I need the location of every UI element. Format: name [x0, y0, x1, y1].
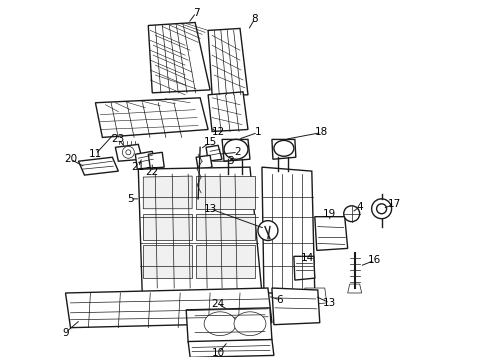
Polygon shape: [65, 288, 271, 328]
Text: 18: 18: [314, 127, 328, 138]
Text: 4: 4: [356, 202, 362, 212]
Text: 11: 11: [89, 149, 102, 159]
Polygon shape: [271, 139, 295, 159]
Text: 24: 24: [211, 299, 224, 309]
Text: 6: 6: [276, 295, 283, 305]
Polygon shape: [196, 246, 254, 278]
Text: 12: 12: [211, 127, 224, 138]
Text: 7: 7: [192, 8, 199, 18]
Text: 2: 2: [234, 147, 241, 157]
Polygon shape: [143, 176, 192, 209]
Polygon shape: [196, 214, 254, 240]
Polygon shape: [148, 152, 164, 168]
Ellipse shape: [125, 150, 131, 155]
Polygon shape: [208, 28, 247, 95]
Polygon shape: [78, 157, 118, 175]
Text: 17: 17: [387, 199, 400, 209]
Polygon shape: [271, 288, 319, 325]
Polygon shape: [314, 217, 347, 250]
Text: 13: 13: [203, 204, 216, 214]
Polygon shape: [196, 155, 212, 169]
Text: 21: 21: [131, 162, 144, 172]
Polygon shape: [135, 151, 155, 169]
Polygon shape: [143, 214, 192, 240]
Text: 23: 23: [111, 134, 125, 144]
Ellipse shape: [258, 221, 277, 240]
Ellipse shape: [376, 204, 386, 214]
Ellipse shape: [234, 312, 265, 336]
Text: 20: 20: [64, 154, 77, 164]
Text: 15: 15: [203, 138, 216, 147]
Polygon shape: [222, 139, 249, 161]
Polygon shape: [143, 246, 192, 278]
Text: 3: 3: [226, 156, 233, 166]
Polygon shape: [262, 167, 314, 293]
Polygon shape: [208, 92, 247, 131]
Ellipse shape: [371, 199, 391, 219]
Polygon shape: [186, 308, 271, 342]
Ellipse shape: [273, 140, 293, 156]
Polygon shape: [188, 339, 273, 357]
Polygon shape: [196, 176, 254, 209]
Text: 13: 13: [323, 298, 336, 308]
Polygon shape: [304, 288, 326, 305]
Text: 16: 16: [367, 255, 381, 265]
Text: 5: 5: [127, 194, 133, 204]
Ellipse shape: [122, 147, 134, 158]
Text: 19: 19: [323, 209, 336, 219]
Ellipse shape: [224, 139, 247, 159]
Polygon shape: [115, 144, 142, 161]
Text: 1: 1: [254, 127, 261, 138]
Polygon shape: [205, 145, 222, 161]
Polygon shape: [293, 256, 314, 280]
Ellipse shape: [203, 312, 236, 336]
Text: 8: 8: [251, 14, 258, 23]
Text: 9: 9: [62, 328, 69, 338]
Polygon shape: [138, 167, 262, 296]
Text: 10: 10: [211, 348, 224, 359]
Polygon shape: [95, 98, 208, 138]
Ellipse shape: [343, 206, 359, 222]
Text: 14: 14: [301, 253, 314, 263]
Polygon shape: [347, 284, 361, 293]
Polygon shape: [148, 22, 210, 93]
Text: 22: 22: [145, 167, 159, 177]
